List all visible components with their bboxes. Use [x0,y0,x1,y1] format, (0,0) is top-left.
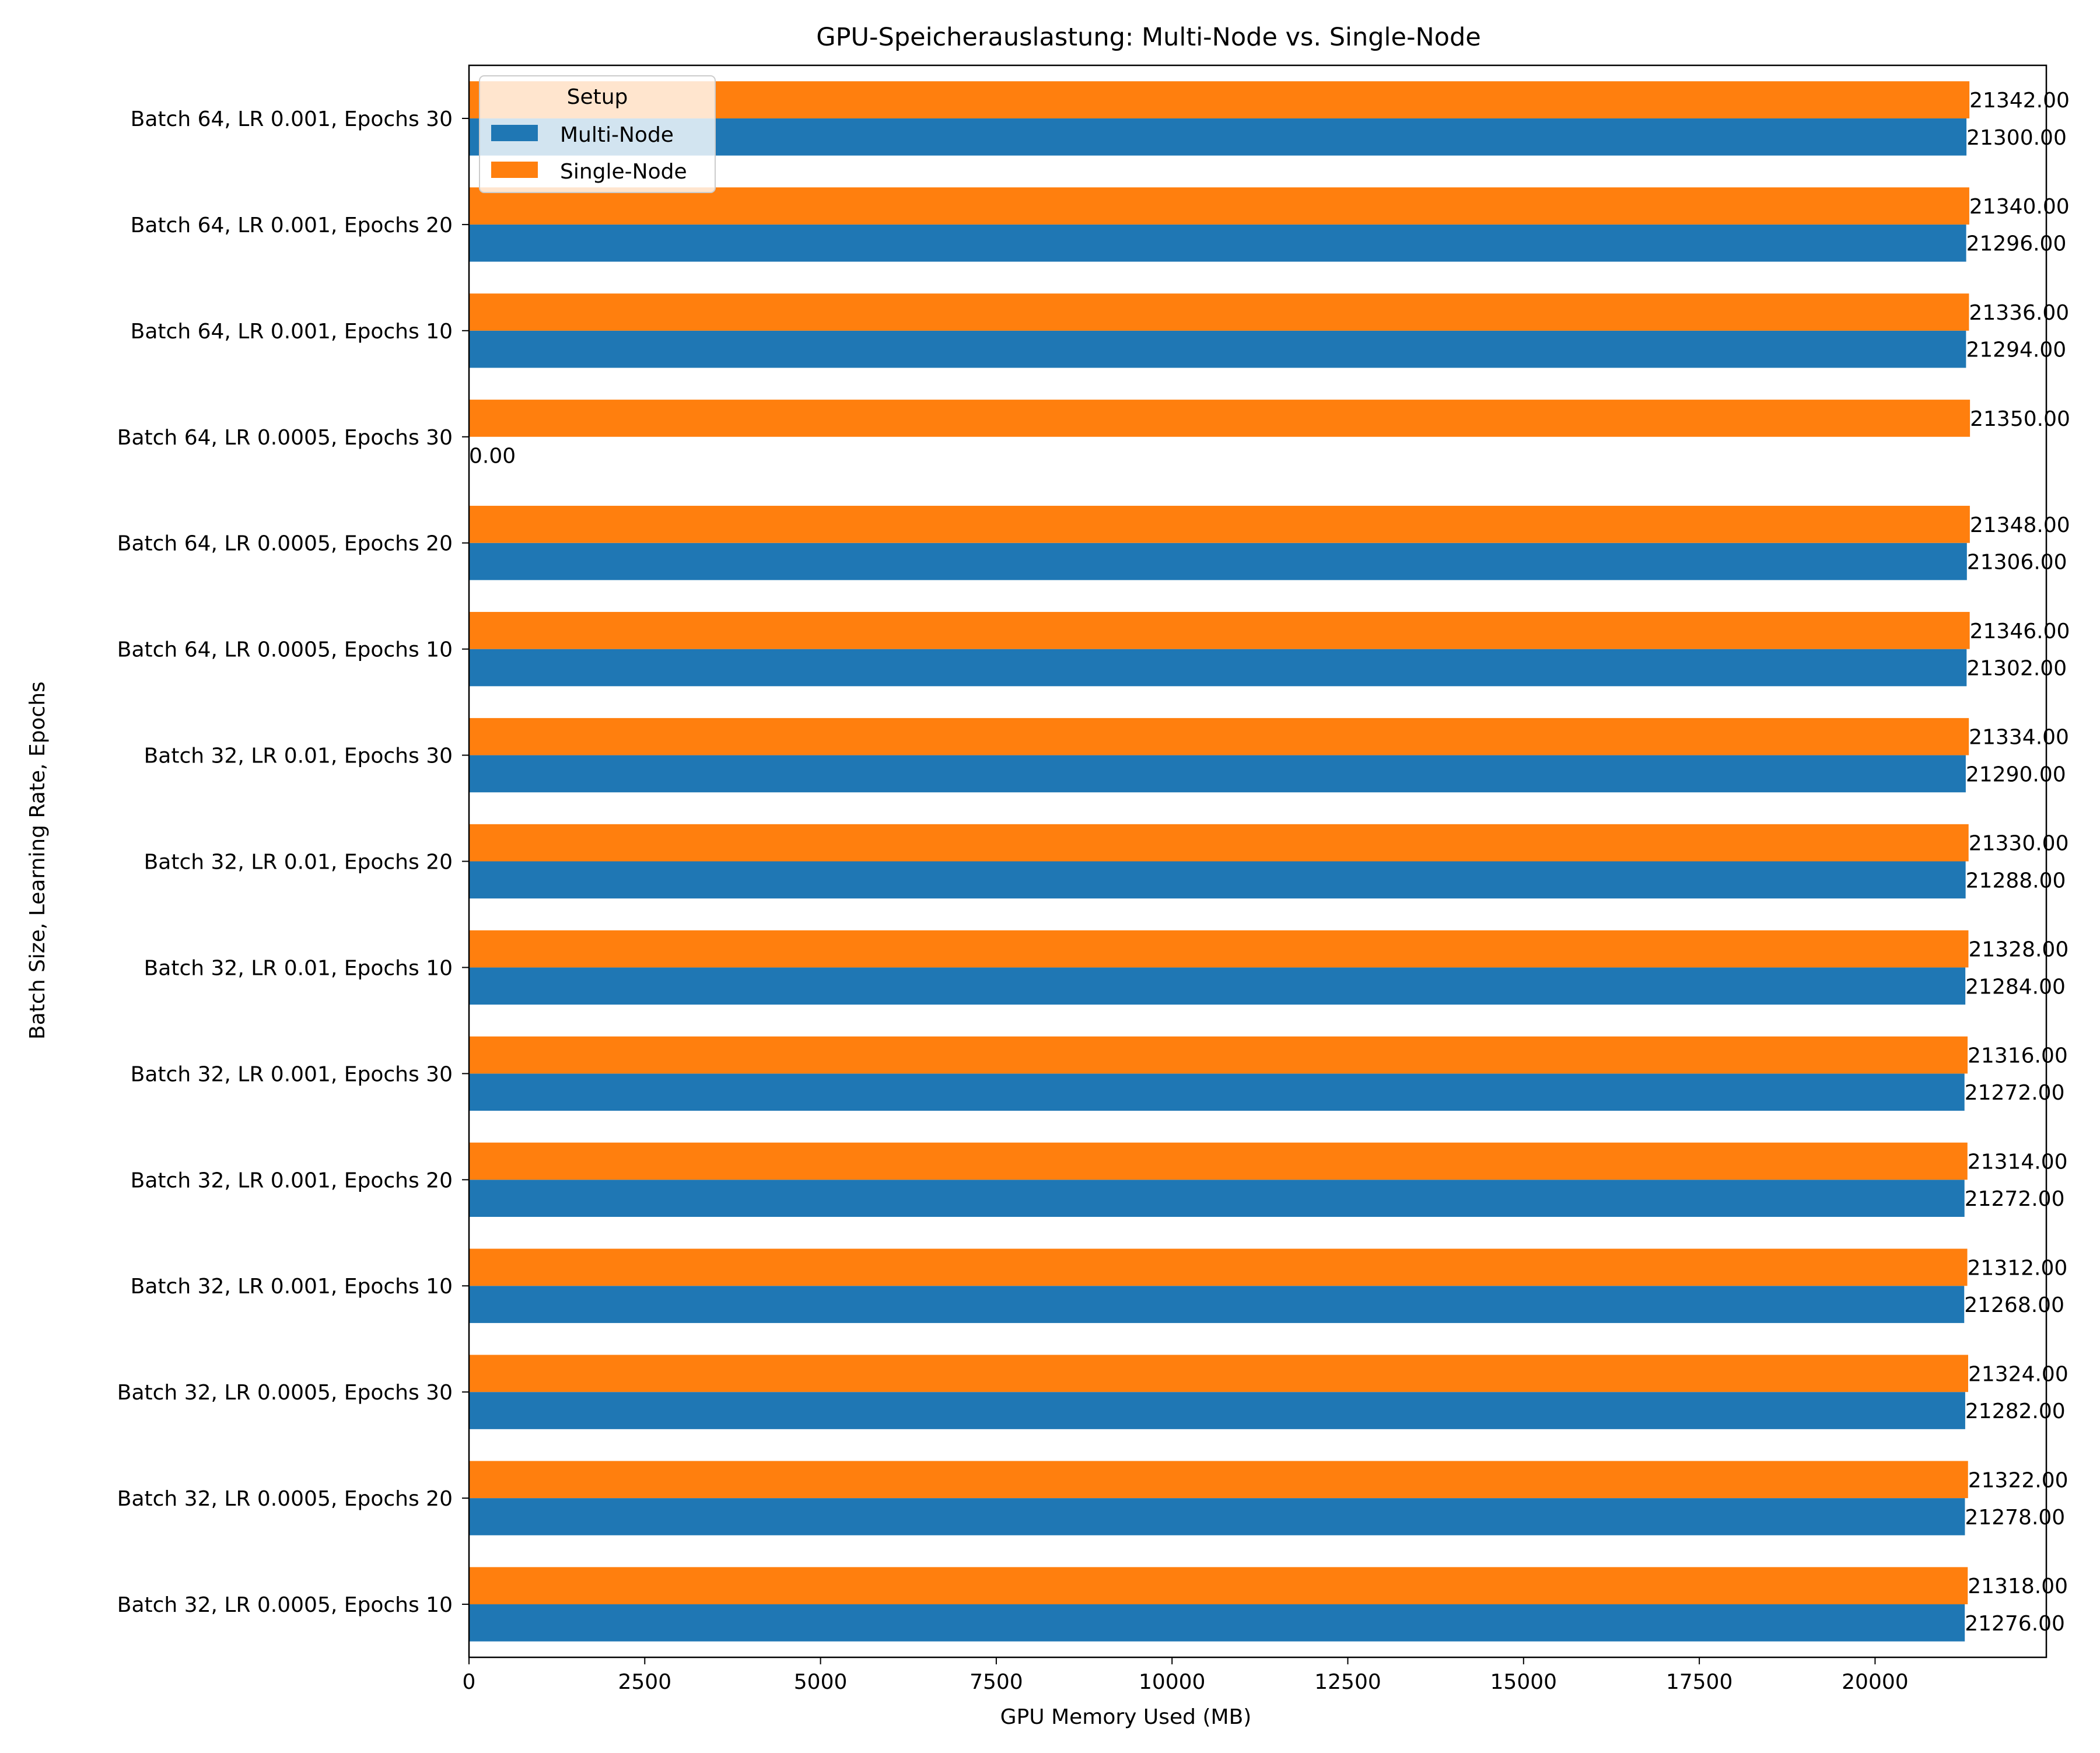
bar-multi-node [469,1073,1965,1111]
y-tick-label: Batch 32, LR 0.0005, Epochs 10 [117,1593,453,1617]
bar-multi-node [469,967,1966,1005]
bar-value-label: 21318.00 [1968,1574,2068,1598]
bar-value-label: 21350.00 [1970,407,2070,431]
bar-value-label: 21302.00 [1966,656,2067,680]
bar-multi-node [469,649,1967,687]
bar-multi-node [469,1286,1965,1323]
y-tick-label: Batch 32, LR 0.0005, Epochs 30 [117,1381,453,1405]
x-tick-label: 17500 [1666,1670,1733,1694]
bar-value-label: 21348.00 [1970,513,2070,537]
bar-multi-node [469,1498,1965,1535]
bar-value-label: 21334.00 [1969,726,2069,750]
bar-value-label: 21268.00 [1964,1293,2064,1317]
y-tick-label: Batch 64, LR 0.0005, Epochs 30 [117,426,453,450]
bar-value-label: 21342.00 [1969,89,2070,113]
x-tick-label: 2500 [618,1670,671,1694]
legend-label-single-node: Single-Node [560,160,687,184]
bar-value-label: 21340.00 [1969,195,2070,219]
bar-single-node [469,1036,1968,1074]
bars-layer [469,81,1971,1642]
bar-multi-node [469,861,1966,899]
bar-single-node [469,1461,1968,1499]
x-tick-label: 15000 [1490,1670,1558,1694]
bar-single-node [469,400,1971,437]
x-tick-label: 5000 [794,1670,848,1694]
bar-value-label: 21294.00 [1966,338,2066,362]
bar-multi-node [469,1392,1965,1429]
bar-single-node [469,611,1970,649]
bar-single-node [469,81,1970,118]
x-axis-label: GPU Memory Used (MB) [1000,1705,1252,1729]
legend-swatch-single-node [491,162,538,178]
bar-value-label: 21324.00 [1968,1362,2068,1386]
bar-value-label: 21306.00 [1967,551,2067,575]
bar-single-node [469,718,1969,755]
y-tick-label: Batch 32, LR 0.001, Epochs 20 [131,1168,453,1192]
x-tick-label: 0 [463,1670,476,1694]
ticks-layer: Batch 32, LR 0.0005, Epochs 10 Batch 32, … [117,107,1909,1694]
bar-value-label: 21328.00 [1968,938,2068,962]
bar-value-label: 21272.00 [1965,1081,2065,1105]
chart-title: GPU-Speicherauslastung: Multi-Node vs. S… [816,23,1480,52]
bar-value-label: 21284.00 [1965,975,2066,999]
bar-multi-node [469,543,1967,580]
y-tick-label: Batch 64, LR 0.0005, Epochs 20 [117,532,453,556]
bar-value-label: 21316.00 [1968,1044,2068,1068]
y-tick-label: Batch 32, LR 0.01, Epochs 20 [144,851,453,874]
bar-single-node [469,930,1969,968]
plot-area-frame [468,64,2048,1658]
y-tick-label: Batch 64, LR 0.0005, Epochs 10 [117,638,453,662]
x-tick-label: 10000 [1139,1670,1206,1694]
legend: Setup Multi-Node Single-Node [479,75,716,193]
data-labels-layer: 21276.00 21318.00 21278.00 21322.00 21282.00… [469,89,2070,1636]
bar-single-node [469,1355,1968,1392]
y-tick-label: Batch 32, LR 0.01, Epochs 30 [144,744,453,768]
y-tick-label: Batch 64, LR 0.001, Epochs 10 [131,320,453,344]
bar-value-label: 21296.00 [1966,232,2067,256]
bar-value-label: 21300.00 [1966,126,2067,150]
bar-single-node [469,1248,1968,1286]
bar-multi-node [469,1180,1965,1217]
bar-value-label: 21276.00 [1965,1612,2065,1636]
bar-value-label: 0.00 [469,445,516,468]
legend-swatch-multi-node [491,125,538,141]
y-tick-label: Batch 32, LR 0.001, Epochs 30 [131,1062,453,1086]
bar-multi-node [469,224,1966,262]
bar-single-node [469,293,1969,331]
x-tick-label: 20000 [1842,1670,1909,1694]
bar-multi-node [469,755,1966,793]
y-tick-label: Batch 32, LR 0.0005, Epochs 20 [117,1487,453,1511]
bar-single-node [469,1142,1968,1180]
legend-label-multi-node: Multi-Node [560,123,674,147]
y-tick-label: Batch 32, LR 0.001, Epochs 10 [131,1275,453,1299]
bar-multi-node [469,1604,1965,1642]
legend-title: Setup [567,85,628,109]
bar-single-node [469,1567,1968,1605]
bar-single-node [469,824,1969,862]
x-tick-label: 7500 [970,1670,1023,1694]
bar-single-node [469,187,1969,225]
legend-box [479,75,716,193]
y-tick-label: Batch 64, LR 0.001, Epochs 20 [131,214,453,237]
bar-value-label: 21330.00 [1969,832,2069,856]
bar-multi-node [469,330,1966,368]
bar-value-label: 21322.00 [1968,1468,2068,1492]
bar-value-label: 21272.00 [1965,1187,2065,1211]
bar-value-label: 21314.00 [1968,1150,2068,1174]
bar-value-label: 21346.00 [1970,620,2070,643]
x-tick-label: 12500 [1314,1670,1381,1694]
bar-value-label: 21288.00 [1966,869,2066,893]
y-axis-label: Batch Size, Learning Rate, Epochs [26,681,50,1040]
bar-value-label: 21282.00 [1965,1399,2066,1423]
bar-value-label: 21336.00 [1969,301,2069,325]
bar-value-label: 21312.00 [1968,1256,2068,1280]
y-tick-label: Batch 64, LR 0.001, Epochs 30 [131,107,453,131]
y-tick-label: Batch 32, LR 0.01, Epochs 10 [144,956,453,980]
bar-single-node [469,506,1970,543]
bar-value-label: 21278.00 [1965,1506,2065,1530]
bar-value-label: 21290.00 [1966,762,2066,786]
bar-multi-node [469,118,1967,156]
